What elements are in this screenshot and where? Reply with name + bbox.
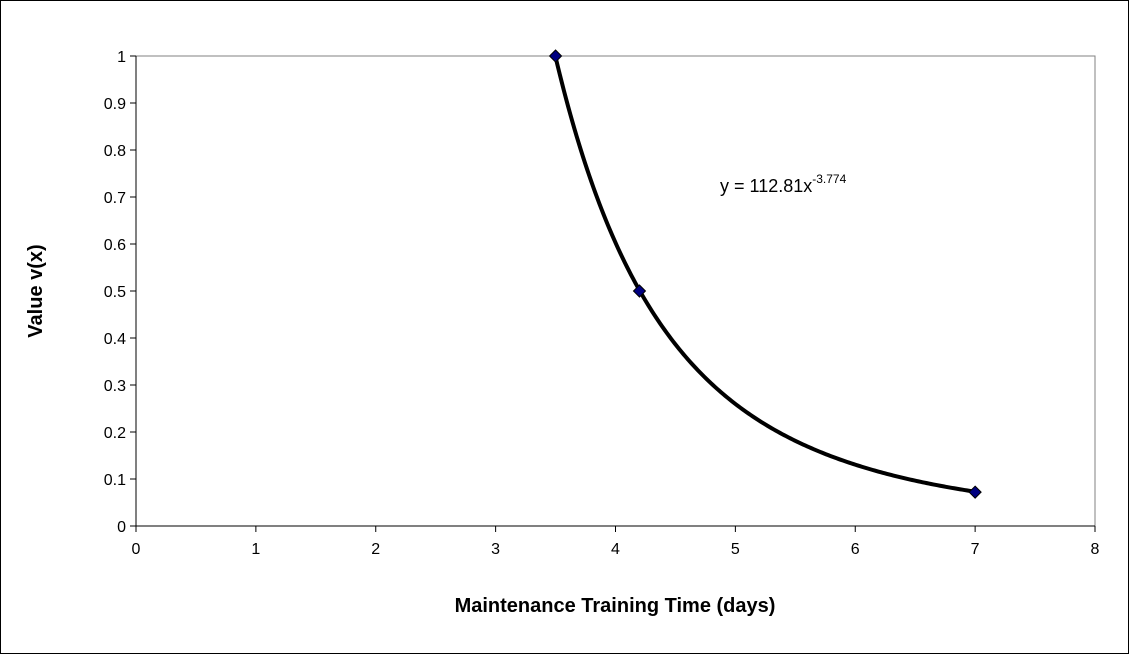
plot-area	[135, 55, 1096, 527]
data-point	[548, 49, 563, 63]
x-tick-label: 0	[132, 541, 141, 558]
y-tick-label: 0.7	[104, 190, 126, 207]
y-tick-label: 0.5	[104, 284, 126, 301]
x-tick-label: 2	[371, 541, 380, 558]
x-tick-label: 6	[851, 541, 860, 558]
y-tick-label: 0.2	[104, 425, 126, 442]
x-tick-label: 1	[251, 541, 260, 558]
y-tick-label: 0.9	[104, 96, 126, 113]
x-tick-label: 8	[1091, 541, 1100, 558]
y-tick-label: 1	[117, 49, 126, 66]
x-axis-label: Maintenance Training Time (days)	[455, 595, 776, 617]
data-point	[968, 485, 982, 499]
trendline	[553, 56, 976, 494]
data-point	[632, 284, 647, 298]
y-tick-label: 0.3	[104, 378, 126, 395]
x-tick-label: 3	[491, 541, 500, 558]
y-tick-label: 0.4	[104, 331, 126, 348]
x-tick-label: 5	[731, 541, 740, 558]
y-axis-label: Value v(x)	[25, 244, 47, 337]
y-tick-label: 0.1	[104, 472, 126, 489]
y-tick-label: 0	[117, 519, 126, 536]
y-tick-label: 0.8	[104, 143, 126, 160]
y-tick-label: 0.6	[104, 237, 126, 254]
trendline-equation: y = 112.81x-3.774	[720, 172, 847, 196]
x-tick-label: 7	[971, 541, 980, 558]
equation-text: y = 112.81x	[720, 176, 812, 196]
equation-exponent: -3.774	[812, 172, 846, 186]
x-tick-label: 4	[611, 541, 620, 558]
